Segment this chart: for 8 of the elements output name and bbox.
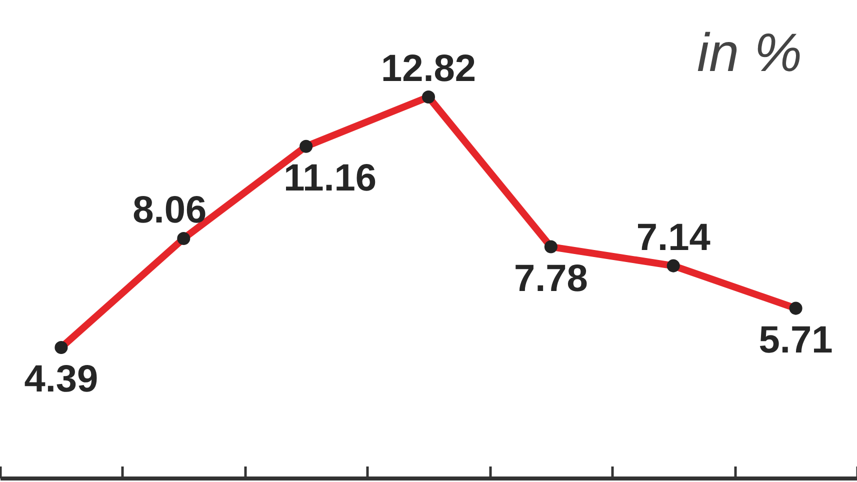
data-label: 5.71: [758, 319, 833, 362]
data-label: 11.16: [284, 157, 377, 200]
data-label: 8.06: [132, 189, 207, 232]
data-label: 7.14: [636, 216, 710, 259]
data-label: 4.39: [24, 358, 98, 401]
data-label: 7.78: [514, 258, 588, 300]
text: in %: [696, 23, 802, 83]
data-label: 12.82: [380, 48, 476, 90]
